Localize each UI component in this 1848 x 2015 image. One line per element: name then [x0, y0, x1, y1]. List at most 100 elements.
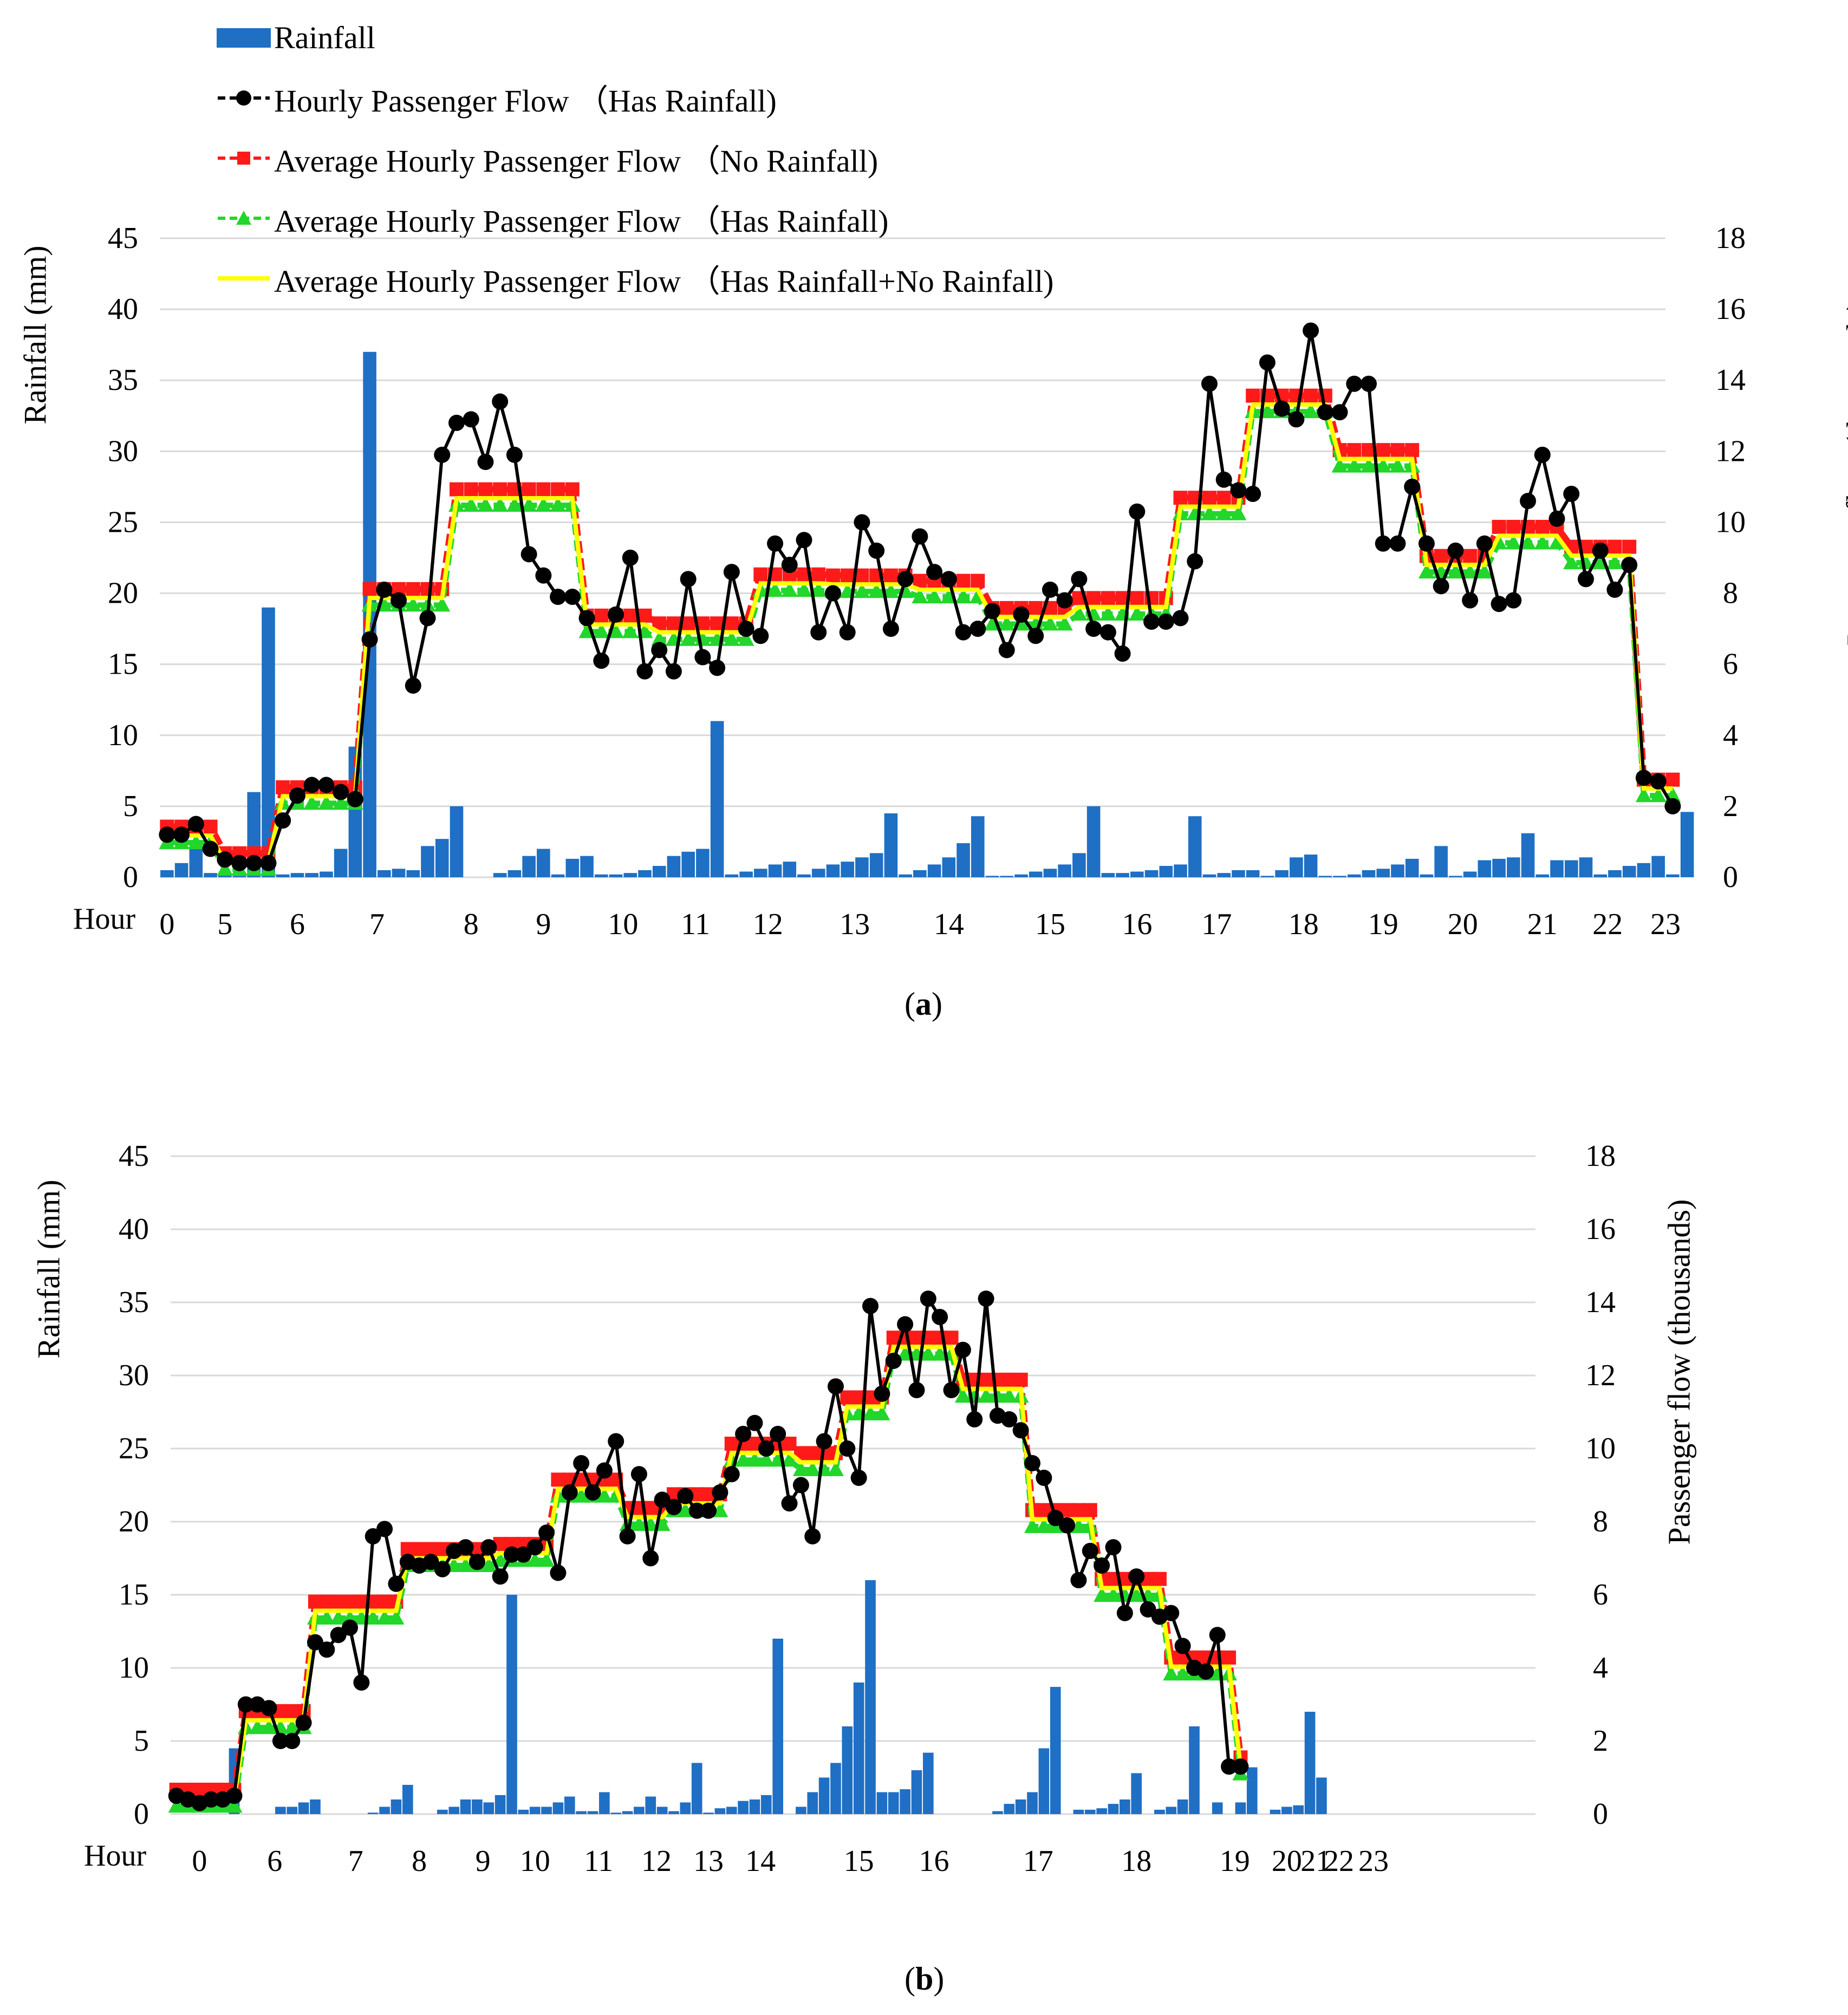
rainfall-bar	[1281, 1807, 1292, 1814]
hourly-flow-point	[804, 1528, 821, 1544]
rainfall-bar	[811, 869, 825, 877]
x-tick-label: 6	[267, 1844, 282, 1878]
avg-has-rain-marker	[388, 1609, 405, 1625]
hourly-flow-point	[159, 826, 175, 843]
avg-has-rain-marker	[573, 1487, 590, 1503]
y-tick-label: 35	[108, 363, 138, 397]
avg-no-rain-marker	[478, 482, 493, 497]
avg-has-rain-marker	[810, 582, 827, 597]
avg-no-rain-marker	[449, 482, 464, 497]
y2-tick-label: 10	[1585, 1432, 1616, 1465]
avg-no-rain-marker	[1152, 1571, 1167, 1586]
hourly-flow-point	[1606, 582, 1623, 598]
rainfall-bar	[876, 1792, 888, 1814]
hourly-flow-point	[978, 1290, 994, 1307]
hourly-flow-point	[1447, 542, 1464, 559]
hourly-flow-point	[1635, 770, 1652, 786]
hourly-flow-point	[1534, 446, 1551, 463]
avg-has-rain-marker	[1201, 505, 1218, 520]
hourly-flow-point	[173, 826, 190, 843]
avg-has-rain-marker	[932, 1345, 948, 1361]
x-tick-label: 17	[1023, 1844, 1053, 1878]
y2-tick-label: 18	[1585, 1139, 1616, 1173]
avg-no-rain-marker	[883, 568, 898, 583]
avg-has-rain-marker	[882, 583, 899, 598]
avg-has-rain-marker	[758, 1451, 775, 1467]
avg-has-rain-marker	[1105, 1587, 1122, 1602]
rainfall-bar	[1492, 858, 1506, 877]
legend-label-hourly-flow: Hourly Passenger Flow （Has Rainfall)	[274, 83, 777, 119]
avg-no-rain-marker	[724, 616, 739, 631]
rainfall-bar	[696, 849, 710, 877]
hourly-flow-point	[376, 1521, 393, 1537]
hourly-flow-point	[885, 1353, 902, 1369]
hourly-flow-point	[781, 1495, 798, 1512]
hourly-flow-point	[480, 1539, 497, 1556]
rainfall-bar	[869, 853, 883, 877]
y2-tick-label: 6	[1593, 1578, 1608, 1612]
rainfall-bar	[1014, 874, 1028, 877]
rainfall-bar	[1260, 876, 1274, 877]
avg-has-rain-marker	[796, 582, 812, 597]
hourly-flow-point	[926, 564, 943, 581]
avg-no-rain-marker	[623, 608, 637, 623]
y-tick-label: 30	[108, 434, 138, 468]
rainfall-bar	[541, 1807, 552, 1814]
legend-label-avg-all: Average Hourly Passenger Flow （Has Rainf…	[274, 263, 1054, 299]
rainfall-bar	[710, 721, 724, 877]
avg-no-rain-swatch	[217, 142, 271, 174]
avg-has-rain-marker	[434, 596, 451, 612]
y-tick-label: 45	[119, 1139, 149, 1173]
rainfall-bar	[1405, 858, 1419, 877]
legend-label-avg-has-rain: Average Hourly Passenger Flow （Has Rainf…	[274, 203, 889, 239]
avg-no-rain-marker	[913, 573, 927, 588]
rainfall-bar	[1521, 833, 1535, 877]
rainfall-bar	[797, 874, 811, 877]
y2-tick-label: 0	[1593, 1797, 1608, 1831]
hourly-flow-point	[1303, 322, 1319, 339]
avg-has-rain-marker	[1606, 554, 1623, 570]
hourly-flow-point	[955, 624, 972, 641]
avg-no-rain-marker	[1434, 549, 1448, 563]
rainfall-bar	[421, 846, 434, 877]
avg-no-rain-marker	[956, 573, 971, 588]
hourly-flow-point	[289, 787, 305, 804]
hourly-flow-point	[940, 571, 957, 588]
avg-has-rain-marker	[920, 1345, 936, 1361]
rainfall-bar	[1507, 857, 1520, 877]
avg-no-rain-marker	[1622, 539, 1637, 554]
avg-all-swatch	[217, 262, 271, 295]
rainfall-bar	[1159, 866, 1173, 877]
rainfall-bar	[842, 1726, 853, 1814]
x-tick-label: 19	[1220, 1844, 1250, 1878]
hourly-flow-point	[1140, 1601, 1156, 1618]
x-tick-label: 22	[1324, 1844, 1354, 1878]
rainfall-bar	[1478, 860, 1492, 877]
hourly-flow-point	[318, 1641, 335, 1658]
hourly-flow-point	[1230, 482, 1247, 499]
hourly-flow-point	[237, 1696, 254, 1713]
hourly-flow-point	[347, 791, 363, 807]
rainfall-bar	[1391, 864, 1404, 877]
rainfall-bar	[826, 864, 840, 877]
hourly-flow-point	[796, 532, 812, 549]
rainfall-bar	[518, 1809, 529, 1814]
hourly-flow-point	[303, 777, 320, 793]
hourly-flow-point	[535, 567, 552, 584]
avg-has-rain-marker	[746, 1451, 763, 1467]
avg-has-rain-marker	[1563, 554, 1580, 570]
hourly-flow-point	[665, 663, 682, 680]
hourly-flow-point	[1071, 571, 1088, 588]
hourly-flow-point	[735, 1426, 752, 1442]
x-tick-label: 5	[217, 908, 232, 941]
rainfall-bar	[656, 1807, 668, 1814]
hourly-flow-point	[1389, 535, 1406, 552]
rainfall-bar	[391, 1799, 402, 1814]
avg-has-rain-marker	[912, 588, 928, 604]
hourly-flow-point	[1433, 578, 1449, 595]
hourly-flow-point	[723, 1466, 740, 1483]
rainfall-bar	[450, 806, 464, 877]
rainfall-bar	[1622, 866, 1636, 877]
rainfall-bar	[772, 1639, 784, 1814]
hourly-flow-point	[596, 1462, 613, 1479]
